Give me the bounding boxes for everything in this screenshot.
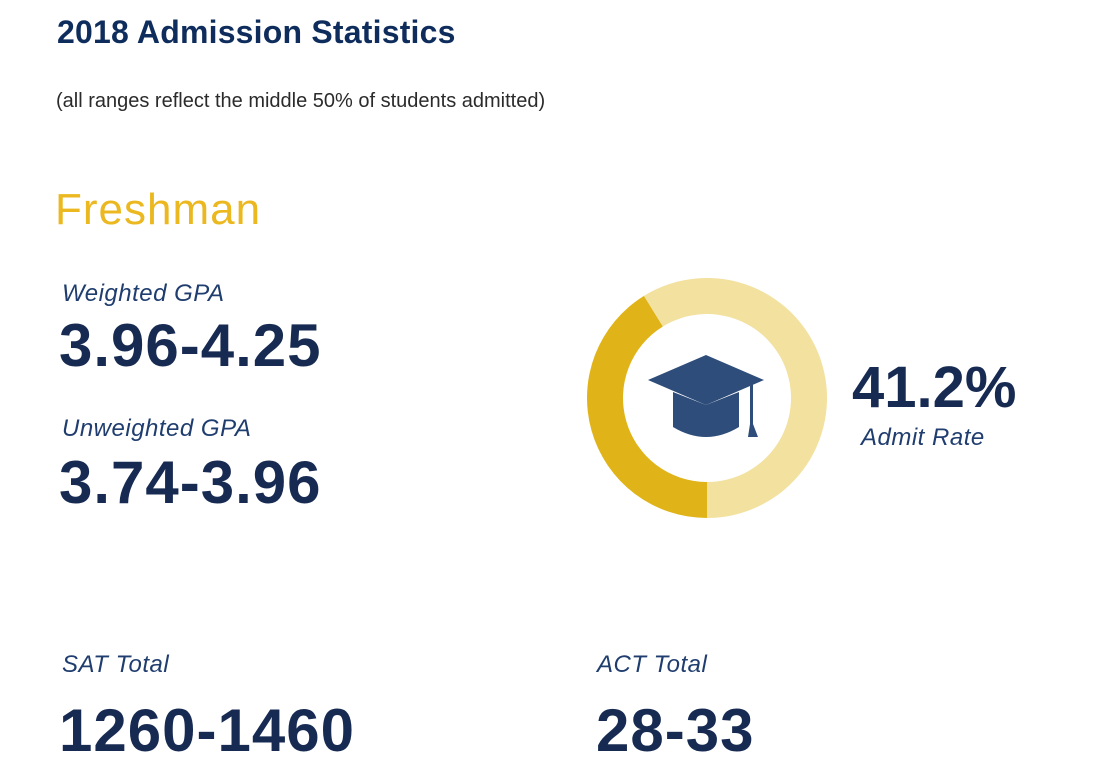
page-title: 2018 Admission Statistics xyxy=(57,14,456,50)
admit-rate-donut-chart xyxy=(586,278,827,518)
section-heading-freshman: Freshman xyxy=(55,185,262,234)
act-total-label: ACT Total xyxy=(597,651,708,678)
page-subtitle: (all ranges reflect the middle 50% of st… xyxy=(56,90,546,112)
act-total-value: 28-33 xyxy=(596,697,755,764)
admit-rate-value: 41.2% xyxy=(852,355,1017,420)
sat-total-value: 1260-1460 xyxy=(59,697,355,764)
admit-rate-label: Admit Rate xyxy=(861,424,985,451)
donut-slice-not-admitted xyxy=(643,278,827,518)
donut-slice-admitted xyxy=(586,295,707,518)
unweighted-gpa-value: 3.74-3.96 xyxy=(59,449,322,516)
weighted-gpa-label: Weighted GPA xyxy=(62,280,225,307)
unweighted-gpa-label: Unweighted GPA xyxy=(62,415,252,442)
weighted-gpa-value: 3.96-4.25 xyxy=(59,312,322,379)
graduation-cap-icon xyxy=(648,355,764,437)
sat-total-label: SAT Total xyxy=(62,651,170,678)
